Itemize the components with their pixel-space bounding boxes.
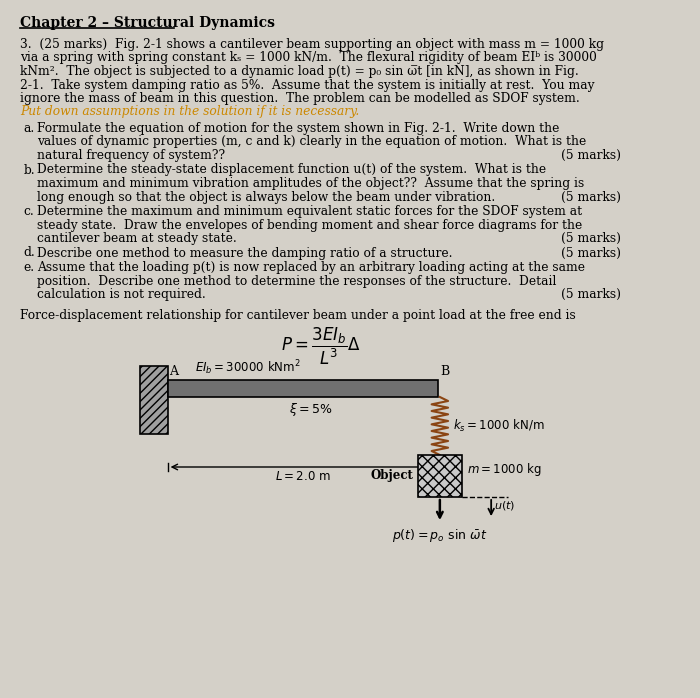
Text: e.: e. — [24, 261, 35, 274]
Text: Determine the maximum and minimum equivalent static forces for the SDOF system a: Determine the maximum and minimum equiva… — [36, 205, 582, 218]
Text: A: A — [169, 365, 178, 378]
Text: (5 marks): (5 marks) — [561, 149, 622, 162]
Text: (5 marks): (5 marks) — [561, 288, 622, 301]
Bar — [168, 380, 438, 397]
Text: b.: b. — [24, 163, 36, 177]
Text: a.: a. — [24, 122, 35, 135]
Text: cantilever beam at steady state.: cantilever beam at steady state. — [36, 232, 237, 245]
Text: (5 marks): (5 marks) — [561, 246, 622, 260]
Text: long enough so that the object is always below the beam under vibration.: long enough so that the object is always… — [36, 191, 495, 204]
Text: $\xi = 5\%$: $\xi = 5\%$ — [289, 401, 332, 418]
Text: $EI_b = 30000\ \mathrm{kNm}^2$: $EI_b = 30000\ \mathrm{kNm}^2$ — [195, 358, 301, 377]
Text: d.: d. — [24, 246, 36, 260]
Text: Object: Object — [370, 470, 413, 482]
Text: Assume that the loading p(t) is now replaced by an arbitrary loading acting at t: Assume that the loading p(t) is now repl… — [36, 261, 584, 274]
Bar — [140, 366, 168, 434]
Text: (5 marks): (5 marks) — [561, 191, 622, 204]
Text: natural frequency of system??: natural frequency of system?? — [36, 149, 225, 162]
Text: Formulate the equation of motion for the system shown in Fig. 2-1.  Write down t: Formulate the equation of motion for the… — [36, 122, 559, 135]
Bar — [418, 455, 462, 497]
Text: Determine the steady-state displacement function u(t) of the system.  What is th: Determine the steady-state displacement … — [36, 163, 546, 177]
Text: $u(t)$: $u(t)$ — [494, 498, 515, 512]
Text: $p(t) = p_o\ \mathrm{sin}\ \bar{\omega}t$: $p(t) = p_o\ \mathrm{sin}\ \bar{\omega}t… — [392, 527, 487, 544]
Text: B: B — [441, 365, 450, 378]
Text: Put down assumptions in the solution if it is necessary.: Put down assumptions in the solution if … — [20, 105, 359, 119]
Text: 2-1.  Take system damping ratio as 5%.  Assume that the system is initially at r: 2-1. Take system damping ratio as 5%. As… — [20, 78, 595, 91]
Text: steady state.  Draw the envelopes of bending moment and shear force diagrams for: steady state. Draw the envelopes of bend… — [36, 218, 582, 232]
Text: Chapter 2 – Structural Dynamics: Chapter 2 – Structural Dynamics — [20, 16, 275, 30]
Text: $k_s = 1000\ \mathrm{kN/m}$: $k_s = 1000\ \mathrm{kN/m}$ — [453, 418, 545, 434]
Text: maximum and minimum vibration amplitudes of the object??  Assume that the spring: maximum and minimum vibration amplitudes… — [36, 177, 584, 190]
Text: values of dynamic properties (m, c and k) clearly in the equation of motion.  Wh: values of dynamic properties (m, c and k… — [36, 135, 586, 149]
Text: $L = 2.0\ \mathrm{m}$: $L = 2.0\ \mathrm{m}$ — [275, 470, 331, 483]
Text: Describe one method to measure the damping ratio of a structure.: Describe one method to measure the dampi… — [36, 246, 452, 260]
Text: position.  Describe one method to determine the responses of the structure.  Det: position. Describe one method to determi… — [36, 274, 556, 288]
Text: $m = 1000\ \mathrm{kg}$: $m = 1000\ \mathrm{kg}$ — [468, 461, 542, 479]
Text: $P = \dfrac{3EI_b}{L^3}\Delta$: $P = \dfrac{3EI_b}{L^3}\Delta$ — [281, 326, 360, 367]
Text: 3.  (25 marks)  Fig. 2-1 shows a cantilever beam supporting an object with mass : 3. (25 marks) Fig. 2-1 shows a cantileve… — [20, 38, 604, 51]
Text: (5 marks): (5 marks) — [561, 232, 622, 245]
Text: kNm².  The object is subjected to a dynamic load p(t) = p₀ sin ω̅t [in kN], as s: kNm². The object is subjected to a dynam… — [20, 65, 579, 78]
Text: Force-displacement relationship for cantilever beam under a point load at the fr: Force-displacement relationship for cant… — [20, 309, 576, 322]
Text: ignore the mass of beam in this question.  The problem can be modelled as SDOF s: ignore the mass of beam in this question… — [20, 92, 580, 105]
Text: calculation is not required.: calculation is not required. — [36, 288, 205, 301]
Text: via a spring with spring constant kₛ = 1000 kN/m.  The flexural rigidity of beam: via a spring with spring constant kₛ = 1… — [20, 52, 597, 64]
Text: c.: c. — [24, 205, 34, 218]
